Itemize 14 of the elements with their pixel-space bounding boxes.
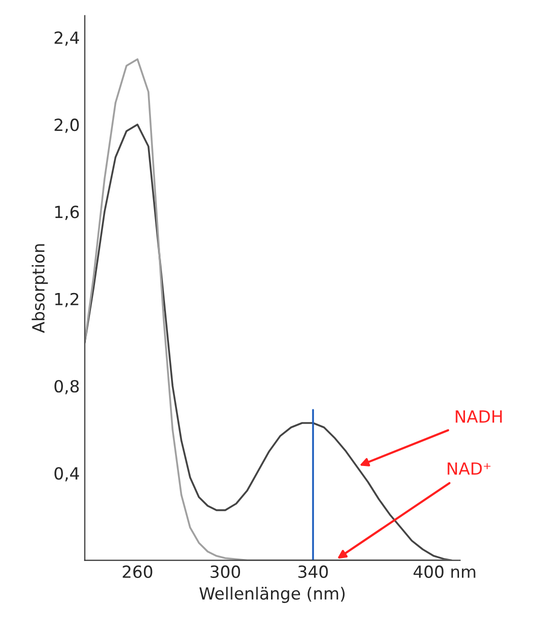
x-tick-label: 400 nm	[414, 565, 476, 578]
y-tick-label: 0,8	[54, 380, 79, 394]
y-tick-label: 1,2	[55, 292, 78, 308]
x-tick-label: 260	[122, 565, 152, 578]
annotation: NADH	[456, 410, 502, 423]
x-tick-label: 300	[210, 565, 240, 578]
y-tick-label: 2,0	[54, 118, 79, 133]
annotation: NAD⁺	[448, 462, 490, 475]
x-axis-title: Wellenlänge (nm)	[199, 586, 345, 603]
y-tick-label: 0,4	[54, 467, 79, 482]
x-tick-label: 340	[298, 565, 328, 578]
y-tick-label: 2,4	[54, 31, 79, 46]
y-axis-title: Absorption	[32, 244, 48, 333]
y-tick-label: 1,6	[55, 206, 79, 220]
